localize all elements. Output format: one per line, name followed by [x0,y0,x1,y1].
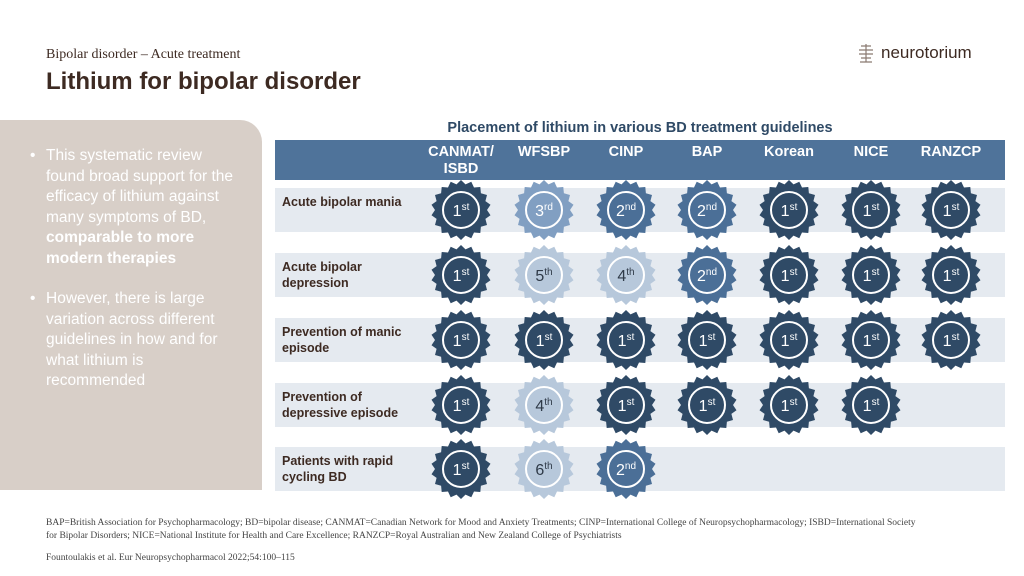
bullet-1: This systematic review found broad suppo… [30,146,240,269]
rank-badge: 1st [431,375,491,435]
column-header: RANZCP [920,144,982,160]
row-label: Prevention of manic episode [282,325,402,355]
rank-badge: 2nd [596,439,656,499]
rank-badge: 1st [677,310,737,370]
column-header: NICE [853,144,889,160]
rank-badge: 1st [921,245,981,305]
breadcrumb: Bipolar disorder – Acute treatment [46,47,241,62]
rank-badge: 1st [431,439,491,499]
column-header: CINP [608,144,644,160]
rank-badge: 1st [759,180,819,240]
rank-badge: 1st [759,310,819,370]
bullet-2: However, there is large variation across… [30,289,240,392]
rank-badge: 5th [514,245,574,305]
rank-badge: 1st [759,375,819,435]
rank-badge: 1st [759,245,819,305]
table-row: Acute bipolar mania 1st 3rd 2nd 2nd 1st 1st 1st [275,180,1005,240]
column-header: CANMAT/ ISBD [428,144,494,177]
table-row: Prevention of manic episode 1st 1st 1st 1st 1… [275,310,1005,370]
table-row: Acute bipolar depression 1st 5th 4th 2nd 1st 1… [275,245,1005,305]
logo-text: neurotorium [881,43,972,62]
brain-icon [859,44,873,63]
row-label: Patients with rapid cycling BD [282,454,394,484]
column-header: BAP [691,144,723,160]
rank-badge: 1st [921,310,981,370]
table-row: Prevention of depressive episode 1st 4th 1s… [275,375,1005,435]
rank-badge: 1st [596,310,656,370]
rank-badge: 1st [431,180,491,240]
reference: Fountoulakis et al. Eur Neuropsychopharm… [46,553,295,563]
rank-badge: 1st [921,180,981,240]
table-title: Placement of lithium in various BD treat… [447,120,833,136]
table-header: CANMAT/ ISBD WFSBP CINP BAP Korean NICE RANZCP [275,140,1005,180]
column-header: WFSBP [517,144,571,160]
abbreviations-footnote: BAP=British Association for Psychopharma… [46,518,916,541]
rank-badge: 6th [514,439,574,499]
summary-panel: This systematic review found broad suppo… [0,120,262,490]
rank-badge: 1st [841,310,901,370]
row-label: Acute bipolar mania [282,195,402,209]
table-row: Patients with rapid cycling BD 1st 6th 2nd [275,439,1005,499]
rank-badge: 2nd [677,245,737,305]
rank-badge: 1st [431,310,491,370]
rank-badge: 1st [841,180,901,240]
logo: neurotorium [856,42,972,64]
rank-badge: 1st [431,245,491,305]
rank-badge: 1st [677,375,737,435]
rank-badge: 1st [841,245,901,305]
rank-badge: 2nd [596,180,656,240]
column-header: Korean [764,144,814,160]
row-label: Acute bipolar depression [282,260,362,290]
page-title: Lithium for bipolar disorder [46,68,361,95]
row-label: Prevention of depressive episode [282,390,399,420]
rank-badge: 1st [841,375,901,435]
rank-badge: 2nd [677,180,737,240]
rank-badge: 1st [596,375,656,435]
rank-badge: 4th [596,245,656,305]
rank-badge: 4th [514,375,574,435]
rank-badge: 1st [514,310,574,370]
rank-badge: 3rd [514,180,574,240]
